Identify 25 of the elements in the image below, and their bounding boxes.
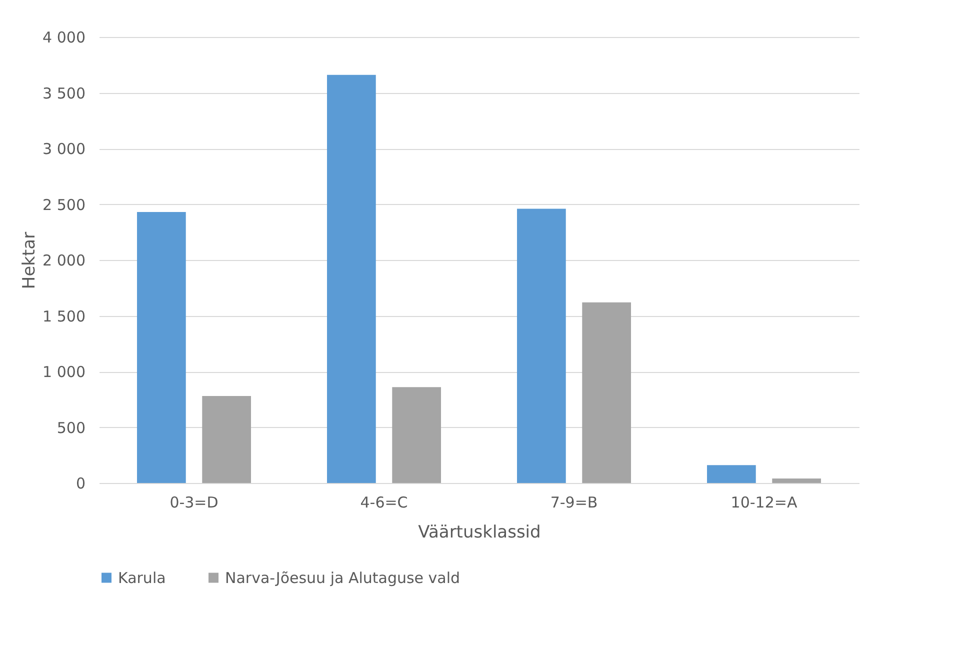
- y-tick-label: 2 500: [42, 196, 86, 214]
- y-tick-label: 500: [56, 418, 86, 437]
- y-tick-label: 1 500: [42, 307, 86, 326]
- y-tick-label: 0: [76, 474, 86, 492]
- y-tick-label: 3 500: [42, 84, 86, 102]
- x-tick-label: 7-9=B: [550, 494, 598, 512]
- y-tick-label: 3 000: [42, 140, 86, 158]
- bar: [392, 387, 441, 483]
- legend-label: Karula: [118, 568, 166, 587]
- bar: [517, 208, 566, 483]
- bar: [707, 465, 756, 483]
- y-tick-label: 4 000: [42, 28, 86, 46]
- x-tick-label: 4-6=C: [360, 494, 408, 512]
- y-tick-label: 2 000: [42, 252, 86, 270]
- bar: [582, 302, 631, 483]
- bar: [202, 396, 251, 483]
- y-axis-title: Hektar: [20, 232, 40, 290]
- legend-label: Narva-Jõesuu ja Alutaguse vald: [225, 568, 460, 587]
- y-tick-label: 1 000: [42, 363, 86, 381]
- x-axis-title: Väärtusklassid: [418, 522, 541, 542]
- bar: [327, 74, 376, 483]
- bar: [137, 212, 186, 483]
- x-tick-label: 0-3=D: [170, 494, 218, 512]
- x-tick-label: 10-12=A: [730, 494, 798, 512]
- bar: [772, 478, 821, 483]
